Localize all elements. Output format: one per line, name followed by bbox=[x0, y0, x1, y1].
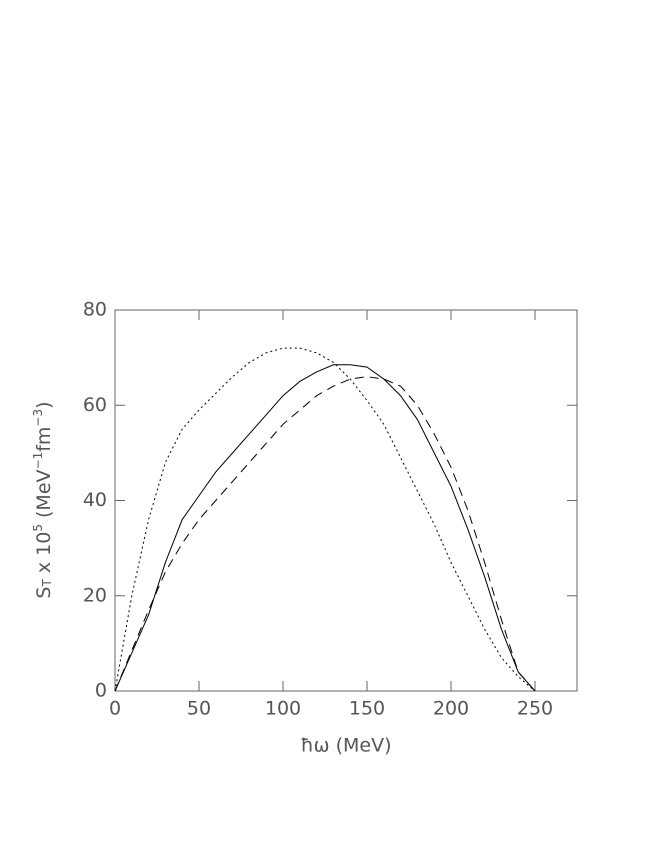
y-tick-label: 20 bbox=[83, 584, 107, 606]
x-tick-label: 150 bbox=[349, 698, 385, 720]
y-label-part: −1 bbox=[31, 452, 45, 470]
x-tick-label: 100 bbox=[265, 698, 301, 720]
y-label-part: ) bbox=[33, 401, 55, 408]
y-tick-label: 40 bbox=[83, 489, 107, 511]
x-tick-label: 50 bbox=[187, 698, 211, 720]
y-label-part: fm bbox=[33, 427, 55, 452]
y-label-part: x 10 bbox=[33, 532, 55, 580]
x-tick-label: 200 bbox=[433, 698, 469, 720]
x-tick-label: 0 bbox=[109, 698, 121, 720]
plot-frame bbox=[114, 309, 578, 692]
series-line bbox=[114, 364, 536, 692]
y-label-part: (MeV bbox=[33, 469, 55, 524]
y-label-part: T bbox=[40, 579, 54, 588]
y-label-part: −3 bbox=[31, 409, 45, 427]
x-axis-label: ħω (MeV) bbox=[300, 735, 391, 757]
y-label-part: S bbox=[33, 587, 55, 599]
series-line bbox=[114, 347, 536, 692]
y-tick-label: 60 bbox=[83, 394, 107, 416]
series-line bbox=[114, 376, 536, 692]
y-tick-label: 80 bbox=[83, 299, 107, 321]
x-tick-label: 250 bbox=[517, 698, 553, 720]
y-tick-label: 0 bbox=[95, 680, 107, 702]
y-label-part: 5 bbox=[31, 524, 45, 532]
y-axis-label: ST x 105 (MeV−1fm−3) bbox=[31, 401, 54, 598]
